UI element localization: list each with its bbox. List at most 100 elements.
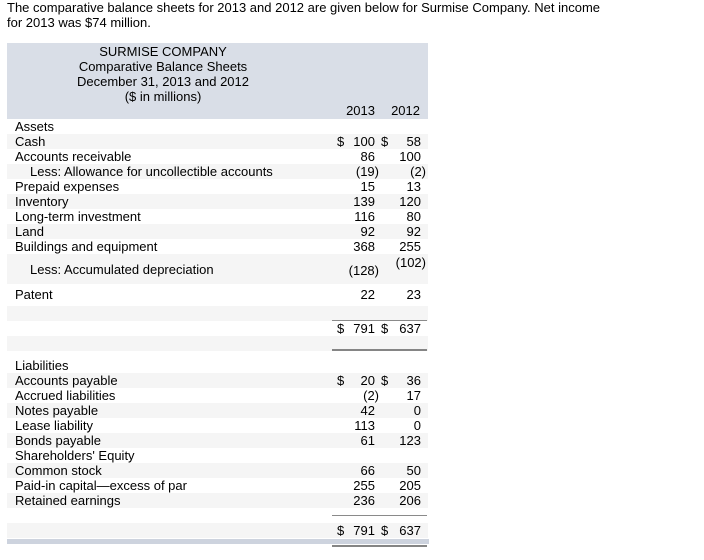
table-row: Long-term investment 116 80 xyxy=(7,209,428,224)
balance-sheet-table: SURMISE COMPANY Comparative Balance Shee… xyxy=(7,43,428,553)
table-row: Paid-in capital—excess of par 255 205 xyxy=(7,478,428,493)
value-2012: 255 xyxy=(399,239,421,254)
subtotal-rule xyxy=(332,515,427,516)
row-label: Less: Allowance for uncollectible accoun… xyxy=(30,164,273,179)
table-row: Accounts payable $ 20 $ 36 xyxy=(7,373,428,388)
value-2013: (128) xyxy=(348,263,379,278)
row-label: Buildings and equipment xyxy=(15,239,158,254)
value-2012: 50 xyxy=(406,463,421,478)
value-2012: 123 xyxy=(399,433,421,448)
dollar-sign: $ xyxy=(337,321,345,336)
dollar-sign: $ xyxy=(337,373,345,388)
row-label: Accounts receivable xyxy=(15,149,132,164)
row-label: Patent xyxy=(15,287,53,302)
company-name: SURMISE COMPANY xyxy=(99,44,227,59)
row-label: Prepaid expenses xyxy=(15,179,120,194)
table-row: Common stock 66 50 xyxy=(7,463,428,478)
table-row: Inventory 139 120 xyxy=(7,194,428,209)
dollar-sign: $ xyxy=(381,321,389,336)
table-footer-band xyxy=(7,539,429,544)
value-2013: 42 xyxy=(360,403,375,418)
row-label: Lease liability xyxy=(15,418,94,433)
row-label: Bonds payable xyxy=(15,433,102,448)
value-2012: 0 xyxy=(413,403,421,418)
intro-line-2: for 2013 was $74 million. xyxy=(7,15,151,30)
intro-line-1: The comparative balance sheets for 2013 … xyxy=(7,0,601,15)
value-2013: 22 xyxy=(360,287,375,302)
column-header-2013: 2013 xyxy=(346,103,375,118)
dollar-sign: $ xyxy=(381,373,389,388)
value-2012: 205 xyxy=(399,478,421,493)
column-header-2012: 2012 xyxy=(391,103,420,118)
value-2012: 36 xyxy=(406,373,421,388)
row-label: Notes payable xyxy=(15,403,99,418)
total-double-rule xyxy=(332,349,427,351)
row-label: Cash xyxy=(15,134,46,149)
table-row: Less: Accumulated depreciation (128) (10… xyxy=(7,254,428,284)
value-2013: 15 xyxy=(360,179,375,194)
value-2013: 20 xyxy=(360,373,375,388)
row-label: Accrued liabilities xyxy=(15,388,116,403)
statement-date: December 31, 2013 and 2012 xyxy=(76,74,249,89)
total-assets-row: $ 791 $ 637 xyxy=(7,321,428,336)
value-2013: (19) xyxy=(355,164,379,179)
table-row: Patent 22 23 xyxy=(7,284,428,306)
table-row: Buildings and equipment 368 255 xyxy=(7,239,428,254)
row-label: Inventory xyxy=(15,194,69,209)
section-header-liabilities: Liabilities xyxy=(15,358,69,373)
value-2012: 0 xyxy=(413,418,421,433)
value-2012: 80 xyxy=(406,209,421,224)
spacer-row xyxy=(7,306,428,321)
total-2013: 791 xyxy=(353,321,375,336)
value-2012: (2) xyxy=(410,164,426,179)
value-2013: 116 xyxy=(354,209,375,224)
dollar-sign: $ xyxy=(337,134,345,149)
table-row: Cash $ 100 $ 58 xyxy=(7,134,428,149)
table-row: Lease liability 113 0 xyxy=(7,418,428,433)
table-row: Accrued liabilities (2) 17 xyxy=(7,388,428,403)
total-2013: 791 xyxy=(353,523,375,538)
value-2013: 100 xyxy=(353,134,375,149)
table-row: Prepaid expenses 15 13 xyxy=(7,179,428,194)
dollar-sign: $ xyxy=(337,523,345,538)
table-row: Accounts receivable 86 100 xyxy=(7,149,428,164)
row-label: Paid-in capital—excess of par xyxy=(15,478,187,493)
value-2013: 86 xyxy=(360,149,375,164)
value-2013: 255 xyxy=(353,478,375,493)
row-label: Common stock xyxy=(15,463,102,478)
value-2013: 368 xyxy=(353,239,375,254)
subtotal-rule xyxy=(332,320,427,321)
value-2013: 66 xyxy=(360,463,375,478)
value-2012: 17 xyxy=(406,388,421,403)
value-2013: 92 xyxy=(360,224,375,239)
value-2013: 139 xyxy=(353,194,375,209)
value-2012: 206 xyxy=(399,493,421,508)
dollar-sign: $ xyxy=(381,134,389,149)
table-row: Retained earnings 236 206 xyxy=(7,493,428,508)
section-header-equity: Shareholders' Equity xyxy=(15,448,135,463)
value-2012: (102) xyxy=(395,255,426,270)
total-2012: 637 xyxy=(399,321,421,336)
value-2013: 236 xyxy=(353,493,375,508)
total-2012: 637 xyxy=(399,523,421,538)
table-header: SURMISE COMPANY Comparative Balance Shee… xyxy=(7,43,428,119)
statement-units: ($ in millions) xyxy=(124,89,202,104)
row-label: Retained earnings xyxy=(15,493,121,508)
total-double-rule xyxy=(332,545,427,547)
value-2012: 58 xyxy=(406,134,421,149)
table-row: Bonds payable 61 123 xyxy=(7,433,428,448)
value-2012: 100 xyxy=(399,149,421,164)
row-label: Long-term investment xyxy=(15,209,141,224)
value-2013: 61 xyxy=(360,433,375,448)
value-2013: (2) xyxy=(363,388,379,403)
table-row: Less: Allowance for uncollectible accoun… xyxy=(7,164,428,179)
value-2012: 92 xyxy=(406,224,421,239)
table-row: Notes payable 42 0 xyxy=(7,403,428,418)
row-label: Less: Accumulated depreciation xyxy=(30,262,214,277)
spacer-row xyxy=(7,336,428,351)
value-2012: 120 xyxy=(399,194,421,209)
dollar-sign: $ xyxy=(381,523,389,538)
total-liabilities-equity-row: $ 791 $ 637 xyxy=(7,523,428,538)
table-row: Land 92 92 xyxy=(7,224,428,239)
section-header-assets: Assets xyxy=(15,119,55,134)
